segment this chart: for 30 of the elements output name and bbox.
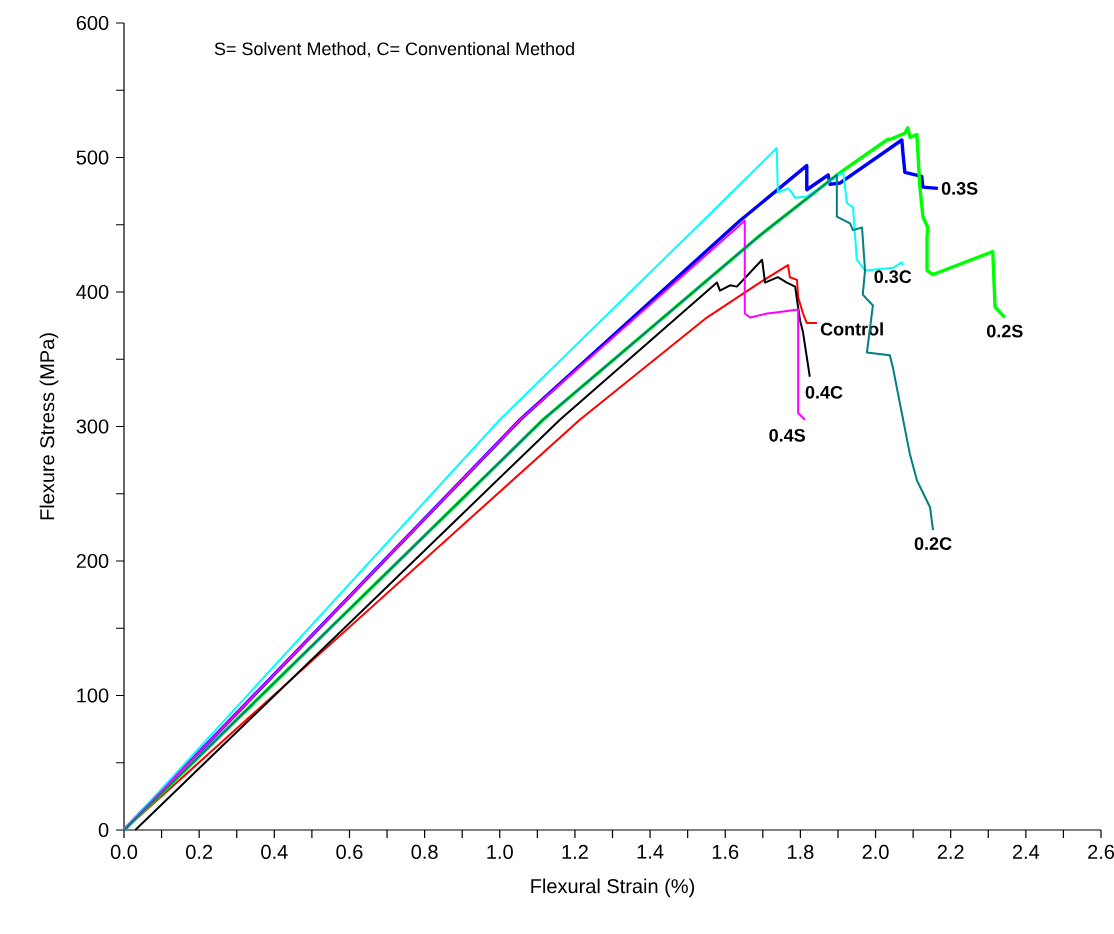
x-tick-label: 1.6: [712, 844, 739, 859]
y-tick-label: 500: [76, 150, 109, 165]
x-tick-label: 0.4: [261, 844, 288, 859]
x-tick-label: 2.2: [937, 844, 964, 859]
x-tick-label: 2.4: [1012, 844, 1040, 859]
y-tick-label: 100: [77, 688, 109, 703]
x-tick-label: 1.4: [637, 844, 664, 859]
y-tick-label: 400: [76, 284, 109, 300]
x-tick-label: 2.6: [1088, 844, 1114, 859]
series-label: 0.3S: [941, 182, 978, 195]
series-label: 0.2C: [914, 537, 952, 550]
x-tick-label: 1.8: [788, 844, 814, 859]
x-tick-label: 1.2: [562, 844, 588, 859]
x-tick-label: 0.0: [110, 844, 138, 859]
x-tick-label: 0.6: [336, 844, 363, 859]
y-tick-label: 200: [76, 553, 109, 569]
series-label: 0.4S: [769, 428, 805, 442]
series-label: 0.3C: [874, 270, 912, 284]
x-tick-label: 0.2: [186, 844, 213, 859]
y-tick-label: 0: [98, 822, 109, 838]
x-axis-title: Flexural Strain (%): [531, 878, 695, 898]
x-tick-label: 0.8: [411, 844, 438, 859]
annotation: S= Solvent Method, C= Conventional Method: [214, 41, 574, 58]
x-tick-label: 1.0: [487, 844, 513, 859]
x-tick-label: 2.0: [862, 844, 889, 859]
y-tick-label: 300: [76, 419, 109, 434]
series-label: 0.2S: [987, 324, 1023, 338]
y-tick-label: 600: [76, 15, 109, 31]
series-label: 0.4C: [805, 385, 843, 399]
y-axis-title: Flexure Stress (MPa): [39, 333, 59, 520]
